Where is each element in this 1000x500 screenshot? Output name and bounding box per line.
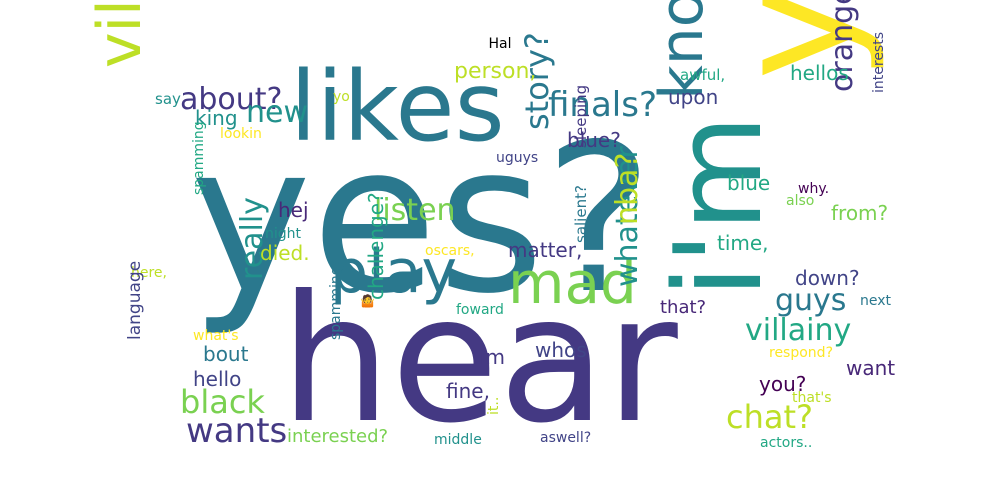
word-10: finals? [548,85,657,125]
word-51: what's [193,328,239,344]
word-62: respond? [769,345,833,361]
word-56: hello [193,367,241,391]
word-67: middle [434,432,482,448]
word-11: about? [180,82,282,117]
word-50: here, [131,265,167,281]
word-57: im [480,345,505,369]
word-60: you? [759,372,806,396]
word-37: sleeping [572,85,590,148]
word-18: villainy [745,313,851,348]
word-70: it.. [486,397,502,415]
word-25: hellos [790,61,849,85]
word-48: spamming [191,121,207,195]
word-20: really [235,197,270,280]
word-27: king [195,106,238,130]
word-49: oscars, [425,243,475,259]
word-24: person, [454,59,536,84]
word-32: matter, [508,238,582,262]
word-21: black [180,383,265,421]
word-22: wants [186,411,287,451]
word-41: yo [333,89,350,105]
word-8: villain? [85,0,155,68]
word-13: listen [374,193,456,228]
word-36: salient? [572,185,590,243]
word-65: language [125,261,145,340]
word-40: say [155,90,181,108]
word-42: lookin [220,126,262,142]
word-69: spamming? [328,259,344,340]
word-16: nba? [610,153,645,225]
word-52: challenge? [364,192,388,300]
word-71: 🤷 [360,293,375,308]
word-46: next [860,293,892,309]
word-53: that? [660,297,706,318]
word-64: actors.. [760,435,812,451]
word-29: blue [727,171,770,195]
word-45: also [786,193,814,209]
word-19: guys [775,283,846,318]
word-14: story? [518,32,556,130]
word-58: whos [535,338,587,362]
word-9: play [330,237,457,307]
word-3: ye [701,0,888,80]
chart-title: Hal [488,36,512,52]
word-6: know, [647,0,717,100]
word-34: down? [795,266,860,290]
word-66: interested? [287,426,388,447]
word-31: died. [260,241,310,265]
word-47: night [265,226,302,242]
word-23: chat? [726,398,813,436]
word-4: likes [290,51,505,163]
word-26: upon [668,85,718,109]
word-15: whatever [610,146,645,287]
word-7: mad [508,249,637,317]
word-35: from? [831,201,888,225]
word-59: fine, [446,379,490,403]
word-38: uguys [496,150,538,166]
word-17: orange [825,0,860,92]
word-1: yes? [190,101,653,339]
word-39: awful, [680,66,725,84]
word-55: bout [203,342,249,366]
word-2: hear [280,259,678,462]
word-12: new [246,95,308,130]
word-61: want [846,356,895,380]
word-28: blue? [567,128,621,152]
word-30: hej [278,198,309,222]
word-68: aswell? [540,430,591,446]
word-43: interests [871,32,887,93]
word-54: foward [456,302,504,318]
word-44: why. [798,181,829,197]
word-5: i'm [650,115,789,298]
word-63: that's [792,390,832,406]
word-33: time, [717,231,769,255]
